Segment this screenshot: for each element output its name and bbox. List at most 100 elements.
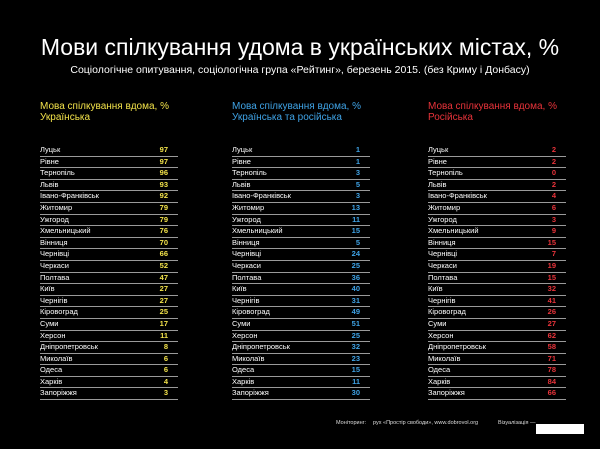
percent-value: 5 (355, 179, 360, 189)
table-row: Херсон 25 (232, 331, 370, 343)
city-name: Черкаси (40, 260, 69, 270)
table-row: Харків 84 (428, 377, 566, 389)
city-name: Київ (232, 284, 247, 294)
city-name: Житомир (40, 202, 73, 212)
table-row: Рівне 97 (40, 157, 178, 169)
percent-value: 23 (351, 353, 360, 363)
city-name: Рівне (428, 156, 447, 166)
city-name: Херсон (40, 330, 66, 340)
subtitle: Соціологічне опитування, соціологічна гр… (70, 64, 530, 76)
percent-value: 27 (159, 295, 168, 305)
table-row: Луцьк 97 (40, 145, 178, 157)
city-name: Суми (428, 318, 447, 328)
city-name: Львів (232, 179, 251, 189)
table-row: Запоріжжя 66 (428, 388, 566, 401)
table-row: Суми 17 (40, 319, 178, 331)
percent-value: 4 (163, 376, 168, 386)
city-name: Черкаси (428, 260, 457, 270)
percent-value: 3 (355, 168, 360, 178)
percent-value: 62 (547, 330, 556, 340)
percent-value: 19 (547, 260, 556, 270)
table-row: Харків 4 (40, 377, 178, 389)
city-name: Львів (428, 179, 447, 189)
percent-value: 52 (159, 260, 168, 270)
percent-value: 92 (159, 191, 168, 201)
percent-value: 13 (351, 202, 360, 212)
table-row: Харків 11 (232, 377, 370, 389)
city-name: Житомир (428, 202, 461, 212)
city-name: Суми (232, 318, 251, 328)
table-row: Київ 40 (232, 284, 370, 296)
page-title: Мови спілкування удома в українських міс… (40, 34, 560, 60)
city-name: Одеса (40, 365, 63, 375)
table-row: Ужгород 79 (40, 215, 178, 227)
city-name: Харків (428, 376, 451, 386)
table-row: Чернівці 24 (232, 249, 370, 261)
table-row: Чернігів 41 (428, 296, 566, 308)
percent-value: 78 (547, 365, 556, 375)
table-row: Рівне 2 (428, 157, 566, 169)
city-name: Миколаїв (40, 353, 73, 363)
city-name: Луцьк (40, 145, 61, 154)
percent-value: 11 (352, 376, 360, 386)
table-row: Кіровоград 49 (232, 307, 370, 319)
city-name: Київ (428, 284, 443, 294)
table-row: Запоріжжя 3 (40, 388, 178, 401)
table-row: Луцьк 2 (428, 145, 566, 157)
percent-value: 2 (551, 179, 556, 189)
percent-value: 71 (547, 353, 556, 363)
table-row: Львів 93 (40, 180, 178, 192)
percent-value: 3 (551, 214, 556, 224)
percent-value: 93 (159, 179, 168, 189)
percent-value: 3 (163, 388, 168, 398)
percent-value: 7 (551, 249, 556, 259)
city-name: Суми (40, 318, 59, 328)
table-row: Дніпропетровськ 8 (40, 342, 178, 354)
percent-value: 6 (551, 202, 556, 212)
table-row: Львів 2 (428, 180, 566, 192)
city-name: Ужгород (40, 214, 69, 224)
table-row: Вінниця 15 (428, 238, 566, 250)
percent-value: 2 (551, 156, 556, 166)
city-name: Рівне (232, 156, 251, 166)
city-name: Запоріжжя (428, 388, 465, 398)
language-table: Мова спілкування вдома, % Українська Луцьк… (40, 101, 178, 401)
percent-value: 2 (551, 145, 556, 154)
city-name: Харків (40, 376, 63, 386)
percent-value: 76 (159, 226, 168, 236)
table-row: Запоріжжя 30 (232, 388, 370, 401)
monitoring-value: рух «Простір свободи», www.dobrovol.org (373, 420, 479, 426)
percent-value: 27 (159, 284, 168, 294)
table-row: Тернопіль 96 (40, 168, 178, 180)
city-name: Запоріжжя (40, 388, 77, 398)
table-header-language: Російська (428, 112, 473, 123)
city-name: Хмельницький (428, 226, 479, 236)
city-name: Чернівці (232, 249, 262, 259)
table-row: Житомир 6 (428, 203, 566, 215)
city-name: Чернівці (428, 249, 458, 259)
table-row: Івано-Франківськ 92 (40, 191, 178, 203)
city-name: Кіровоград (232, 307, 270, 317)
percent-value: 15 (547, 272, 556, 282)
visualization-label: Візуалізація — (498, 420, 536, 426)
table-header: Мова спілкування вдома, % Українська та р… (232, 101, 370, 145)
percent-value: 47 (159, 272, 168, 282)
table-row: Ужгород 11 (232, 215, 370, 227)
percent-value: 40 (351, 284, 360, 294)
table-row: Черкаси 19 (428, 261, 566, 273)
city-name: Тернопіль (40, 168, 75, 178)
percent-value: 9 (551, 226, 556, 236)
table-row: Миколаїв 23 (232, 354, 370, 366)
percent-value: 30 (351, 388, 360, 398)
city-name: Харків (232, 376, 255, 386)
table-row: Вінниця 5 (232, 238, 370, 250)
percent-value: 6 (163, 365, 168, 375)
city-name: Чернівці (40, 249, 70, 259)
city-name: Луцьк (428, 145, 449, 154)
table-row: Ужгород 3 (428, 215, 566, 227)
table-row: Суми 51 (232, 319, 370, 331)
table-header-language: Українська та російська (232, 112, 342, 123)
percent-value: 25 (351, 330, 360, 340)
table-row: Чернігів 27 (40, 296, 178, 308)
